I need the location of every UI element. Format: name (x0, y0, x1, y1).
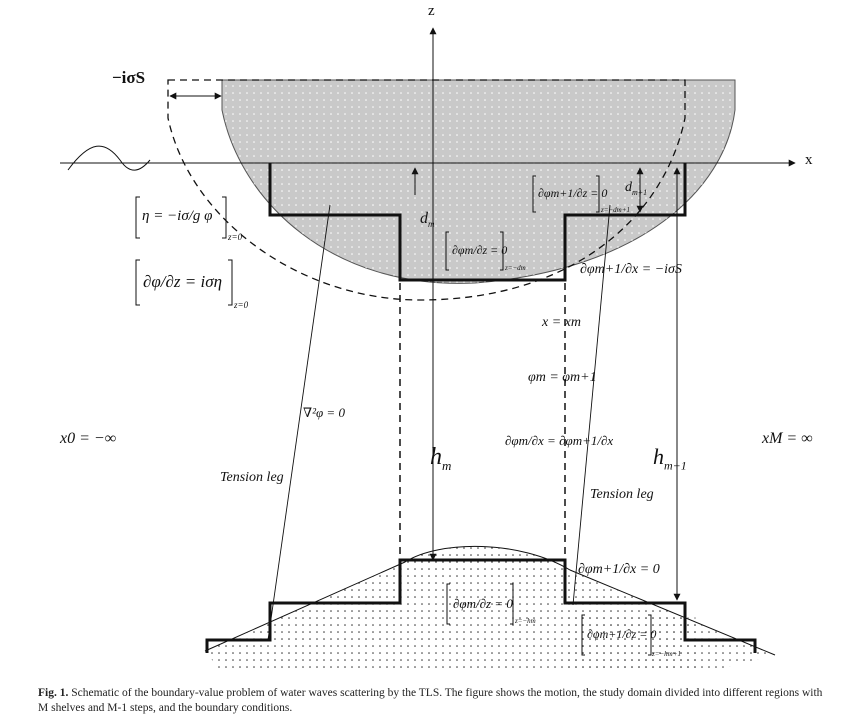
bracket-bc-bottom-m1 (581, 614, 652, 656)
bc-bottom-m1-sub: z=−hm+1 (652, 650, 681, 658)
matching-dphi: ∂φm/∂x = ∂φm+1/∂x (505, 433, 614, 448)
displaced-hull-outline (167, 79, 686, 301)
bottom-dots-right (565, 615, 700, 672)
stepped-seabed-outline (205, 558, 757, 653)
matching-phi: φm = φm+1 (528, 370, 597, 385)
bc-bottom-m1: ∂φm+1/∂z = 0 (587, 627, 657, 641)
x0-label: x0 = −∞ (60, 430, 117, 447)
hm1-label: hm+1 (653, 444, 687, 473)
caption-text: Schematic of the boundary-value problem … (38, 687, 823, 714)
tension-leg-left (267, 204, 331, 641)
stepped-hull-outline (268, 163, 687, 282)
bracket-bc-hull-m (445, 231, 504, 271)
dm-label: dm (420, 210, 435, 230)
bc-bottom-m-sub: z=−hm (515, 617, 536, 625)
bracket-bc-free2 (135, 259, 233, 306)
seabed-profile (204, 545, 776, 656)
laplace-label: ∇²φ = 0 (303, 405, 345, 420)
tension-leg-left-label: Tension leg (220, 470, 284, 485)
tension-leg-right-label: Tension leg (590, 487, 654, 502)
bc-hull-m: ∂φm/∂z = 0 (452, 243, 508, 257)
hull-dots (222, 80, 735, 284)
bracket-bc-free1 (135, 196, 227, 239)
bc-free-surface-2-sub: z=0 (234, 300, 249, 310)
bracket-bc-hull-m1 (532, 175, 600, 213)
bc-hull-m-sub: z=−dm (505, 264, 526, 272)
bc-free-surface-2: ∂φ/∂z = iση (143, 272, 223, 291)
hm-label: hm (430, 444, 452, 473)
bc-free-surface-1: η = −iσ/g φ (142, 208, 213, 224)
incident-wave (67, 145, 151, 171)
dm1-label: dm+1 (625, 180, 648, 197)
surge-label: −iσS (112, 68, 146, 87)
bc-hull-m1-sub: z=−dm+1 (601, 206, 630, 214)
xM-label: xM = ∞ (762, 430, 813, 447)
bc-side-m1: ∂φm+1/∂x = −iσS (580, 262, 682, 277)
matching-x: x = xm (542, 315, 581, 330)
bc-free-surface-1-sub: z=0 (228, 232, 243, 242)
x-axis-label: x (805, 152, 813, 168)
z-axis-label: z (428, 3, 435, 19)
bc-step-m1: ∂φm+1/∂x = 0 (578, 562, 660, 577)
bc-hull-m1: ∂φm+1/∂z = 0 (538, 186, 608, 200)
tension-leg-right (572, 204, 611, 606)
figure-caption: Fig. 1. Schematic of the boundary-value … (38, 686, 828, 716)
caption-prefix: Fig. 1. (38, 687, 69, 699)
bracket-bc-bottom-m (446, 583, 514, 625)
bc-bottom-m: ∂φm/∂z = 0 (453, 596, 513, 611)
